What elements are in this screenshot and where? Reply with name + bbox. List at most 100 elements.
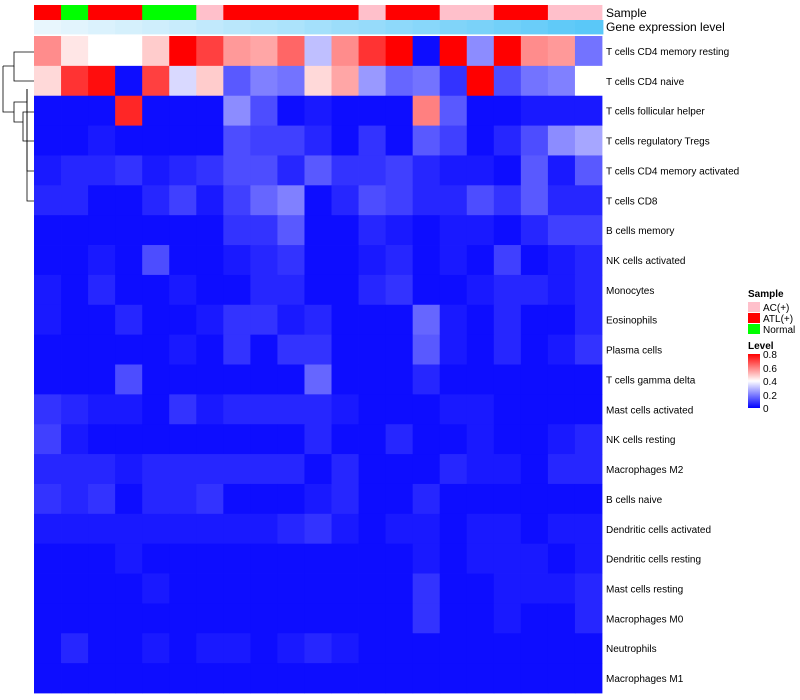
sample-cell xyxy=(574,5,603,21)
heatmap-cell xyxy=(547,513,576,545)
heatmap-cell xyxy=(115,364,143,395)
heatmap-cell xyxy=(277,36,305,67)
heatmap-cell xyxy=(169,424,197,455)
heatmap-cell xyxy=(574,543,603,574)
heatmap-cell xyxy=(142,155,170,186)
gene-expression-cell xyxy=(88,20,116,35)
heatmap-cell xyxy=(412,185,441,216)
heatmap-cell xyxy=(358,65,387,97)
heatmap-cell xyxy=(61,65,89,97)
heatmap-cell xyxy=(358,334,387,365)
heatmap-cell xyxy=(223,304,251,336)
heatmap-cell xyxy=(196,65,224,97)
row-label: B cells naive xyxy=(606,495,663,506)
heatmap-cell xyxy=(574,513,603,545)
heatmap-cell xyxy=(61,424,89,455)
heatmap-cell xyxy=(142,95,170,126)
heatmap-cell xyxy=(412,483,441,515)
heatmap-cell xyxy=(547,633,576,664)
heatmap-cell xyxy=(520,454,549,485)
gene-expression-cell xyxy=(61,20,89,35)
heatmap-cell xyxy=(277,245,305,276)
heatmap-cell xyxy=(223,543,251,574)
heatmap-cell xyxy=(196,603,224,634)
heatmap-cell xyxy=(547,65,576,97)
heatmap-cell xyxy=(385,125,414,156)
heatmap-cell xyxy=(574,334,603,365)
heatmap-cell xyxy=(34,334,62,365)
heatmap-cell xyxy=(466,573,495,604)
heatmap-cell xyxy=(466,633,495,664)
heatmap-cell xyxy=(250,274,278,306)
heatmap-cell xyxy=(520,543,549,574)
legend-swatch-atl xyxy=(748,313,760,323)
heatmap-cell xyxy=(385,663,414,694)
heatmap-cell xyxy=(277,663,305,694)
heatmap-cell xyxy=(196,633,224,664)
gene-expression-cell xyxy=(331,20,359,35)
heatmap-cell xyxy=(169,573,197,604)
heatmap-cell xyxy=(304,454,332,485)
heatmap-cell xyxy=(250,304,278,336)
heatmap-cell xyxy=(223,334,251,365)
level-legend-title: Level xyxy=(748,341,774,352)
heatmap-cell xyxy=(250,543,278,574)
heatmap-cell xyxy=(574,633,603,664)
heatmap-cell xyxy=(142,274,170,306)
heatmap-cell xyxy=(331,663,359,694)
heatmap-cell xyxy=(169,663,197,694)
heatmap-cell xyxy=(277,454,305,485)
heatmap-cell xyxy=(358,483,387,515)
heatmap-cell xyxy=(115,274,143,306)
heatmap-cell xyxy=(493,65,522,97)
heatmap-cell xyxy=(196,215,224,246)
heatmap-cell xyxy=(466,424,495,455)
heatmap-cell xyxy=(493,394,522,425)
heatmap-cell xyxy=(439,633,468,664)
heatmap-cell xyxy=(412,245,441,276)
heatmap-cell xyxy=(412,633,441,664)
heatmap-cell xyxy=(88,334,116,365)
heatmap-cell xyxy=(61,274,89,306)
heatmap-cell xyxy=(574,65,603,97)
heatmap-cell xyxy=(223,513,251,545)
heatmap-cell xyxy=(466,125,495,156)
heatmap-cell xyxy=(304,125,332,156)
heatmap-cell xyxy=(223,483,251,515)
heatmap-cell xyxy=(115,125,143,156)
heatmap-cell xyxy=(142,543,170,574)
heatmap-cell xyxy=(520,95,549,126)
heatmap-cell xyxy=(142,185,170,216)
heatmap-cell xyxy=(115,573,143,604)
heatmap-cell xyxy=(250,215,278,246)
heatmap-cell xyxy=(331,603,359,634)
heatmap-cell xyxy=(196,304,224,336)
row-label: T cells regulatory Tregs xyxy=(606,137,710,148)
heatmap-cell xyxy=(196,364,224,395)
heatmap-cell xyxy=(304,364,332,395)
heatmap-cell xyxy=(439,663,468,694)
heatmap-cell xyxy=(196,185,224,216)
heatmap-cell xyxy=(277,513,305,545)
sample-cell xyxy=(466,5,495,21)
heatmap-cell xyxy=(547,663,576,694)
heatmap-cell xyxy=(574,215,603,246)
row-label: NK cells activated xyxy=(606,256,685,267)
heatmap-cell xyxy=(358,543,387,574)
heatmap-cell xyxy=(574,245,603,276)
heatmap-cell xyxy=(169,125,197,156)
row-label: Macrophages M1 xyxy=(606,674,684,685)
heatmap-cell xyxy=(34,633,62,664)
heatmap-cell xyxy=(88,394,116,425)
row-label: Dendritic cells resting xyxy=(606,555,701,566)
heatmap-cell xyxy=(412,603,441,634)
heatmap-cell xyxy=(385,603,414,634)
heatmap-cell xyxy=(493,334,522,365)
heatmap-cell xyxy=(439,364,468,395)
heatmap-cell xyxy=(142,454,170,485)
heatmap-cell xyxy=(331,573,359,604)
row-label: Macrophages M2 xyxy=(606,465,684,476)
heatmap-cell xyxy=(493,513,522,545)
gene-expression-cell xyxy=(412,20,441,35)
heatmap-cell xyxy=(304,513,332,545)
